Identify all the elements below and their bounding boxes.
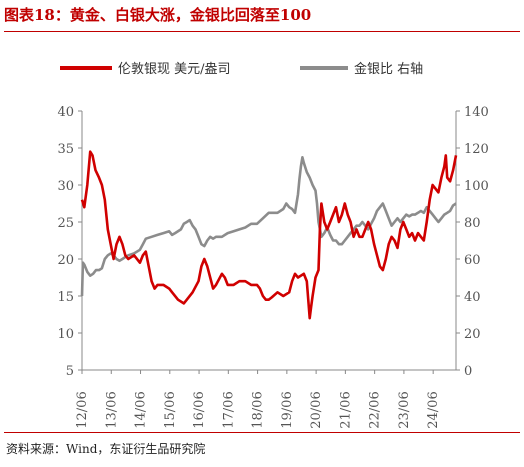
right-tick-label: 140 [464, 105, 489, 120]
right-tick-label: 120 [464, 142, 489, 157]
x-tick-label: 18/06 [251, 391, 266, 428]
right-tick-label: 40 [464, 290, 481, 305]
left-tick-label: 10 [57, 327, 74, 342]
x-tick-label: 19/06 [280, 391, 295, 428]
title-divider [4, 31, 520, 32]
x-tick-label: 16/06 [192, 391, 207, 428]
footer-divider [4, 432, 520, 433]
silver-price-line [80, 150, 458, 320]
right-tick-label: 0 [464, 364, 472, 379]
x-tick-label: 12/06 [75, 391, 90, 428]
right-tick-label: 80 [464, 216, 481, 231]
legend-label: 伦敦银现 美元/盎司 [118, 61, 231, 77]
x-tick-label: 23/06 [397, 391, 412, 428]
left-tick-label: 15 [57, 290, 74, 305]
x-tick-label: 15/06 [163, 391, 178, 428]
x-tick-label: 13/06 [104, 391, 119, 428]
left-tick-label: 5 [66, 364, 74, 379]
left-tick-label: 30 [57, 179, 74, 194]
source-note: 资料来源：Wind，东证衍生品研究院 [6, 442, 206, 456]
x-tick-label: 22/06 [368, 391, 383, 428]
x-tick-label: 20/06 [309, 391, 324, 428]
dual-axis-line-chart: 5 10 15 20 25 30 35 40 0 20 40 60 80 100 120 140 12/06 13… [57, 61, 489, 429]
right-tick-label: 100 [464, 179, 489, 194]
left-tick-label: 20 [57, 253, 74, 268]
left-tick-label: 35 [57, 142, 74, 157]
x-tick-label: 17/06 [221, 391, 236, 428]
chart-title: 图表18：黄金、白银大涨，金银比回落至100 [4, 6, 312, 24]
left-tick-label: 40 [57, 105, 74, 120]
gold-silver-ratio-line [80, 156, 457, 297]
left-tick-label: 25 [57, 216, 74, 231]
legend-label: 金银比 右轴 [354, 61, 423, 77]
right-tick-label: 60 [464, 253, 481, 268]
right-tick-label: 20 [464, 327, 481, 342]
x-tick-label: 21/06 [338, 391, 353, 428]
x-tick-label: 14/06 [134, 391, 149, 428]
x-tick-label: 24/06 [426, 391, 441, 428]
